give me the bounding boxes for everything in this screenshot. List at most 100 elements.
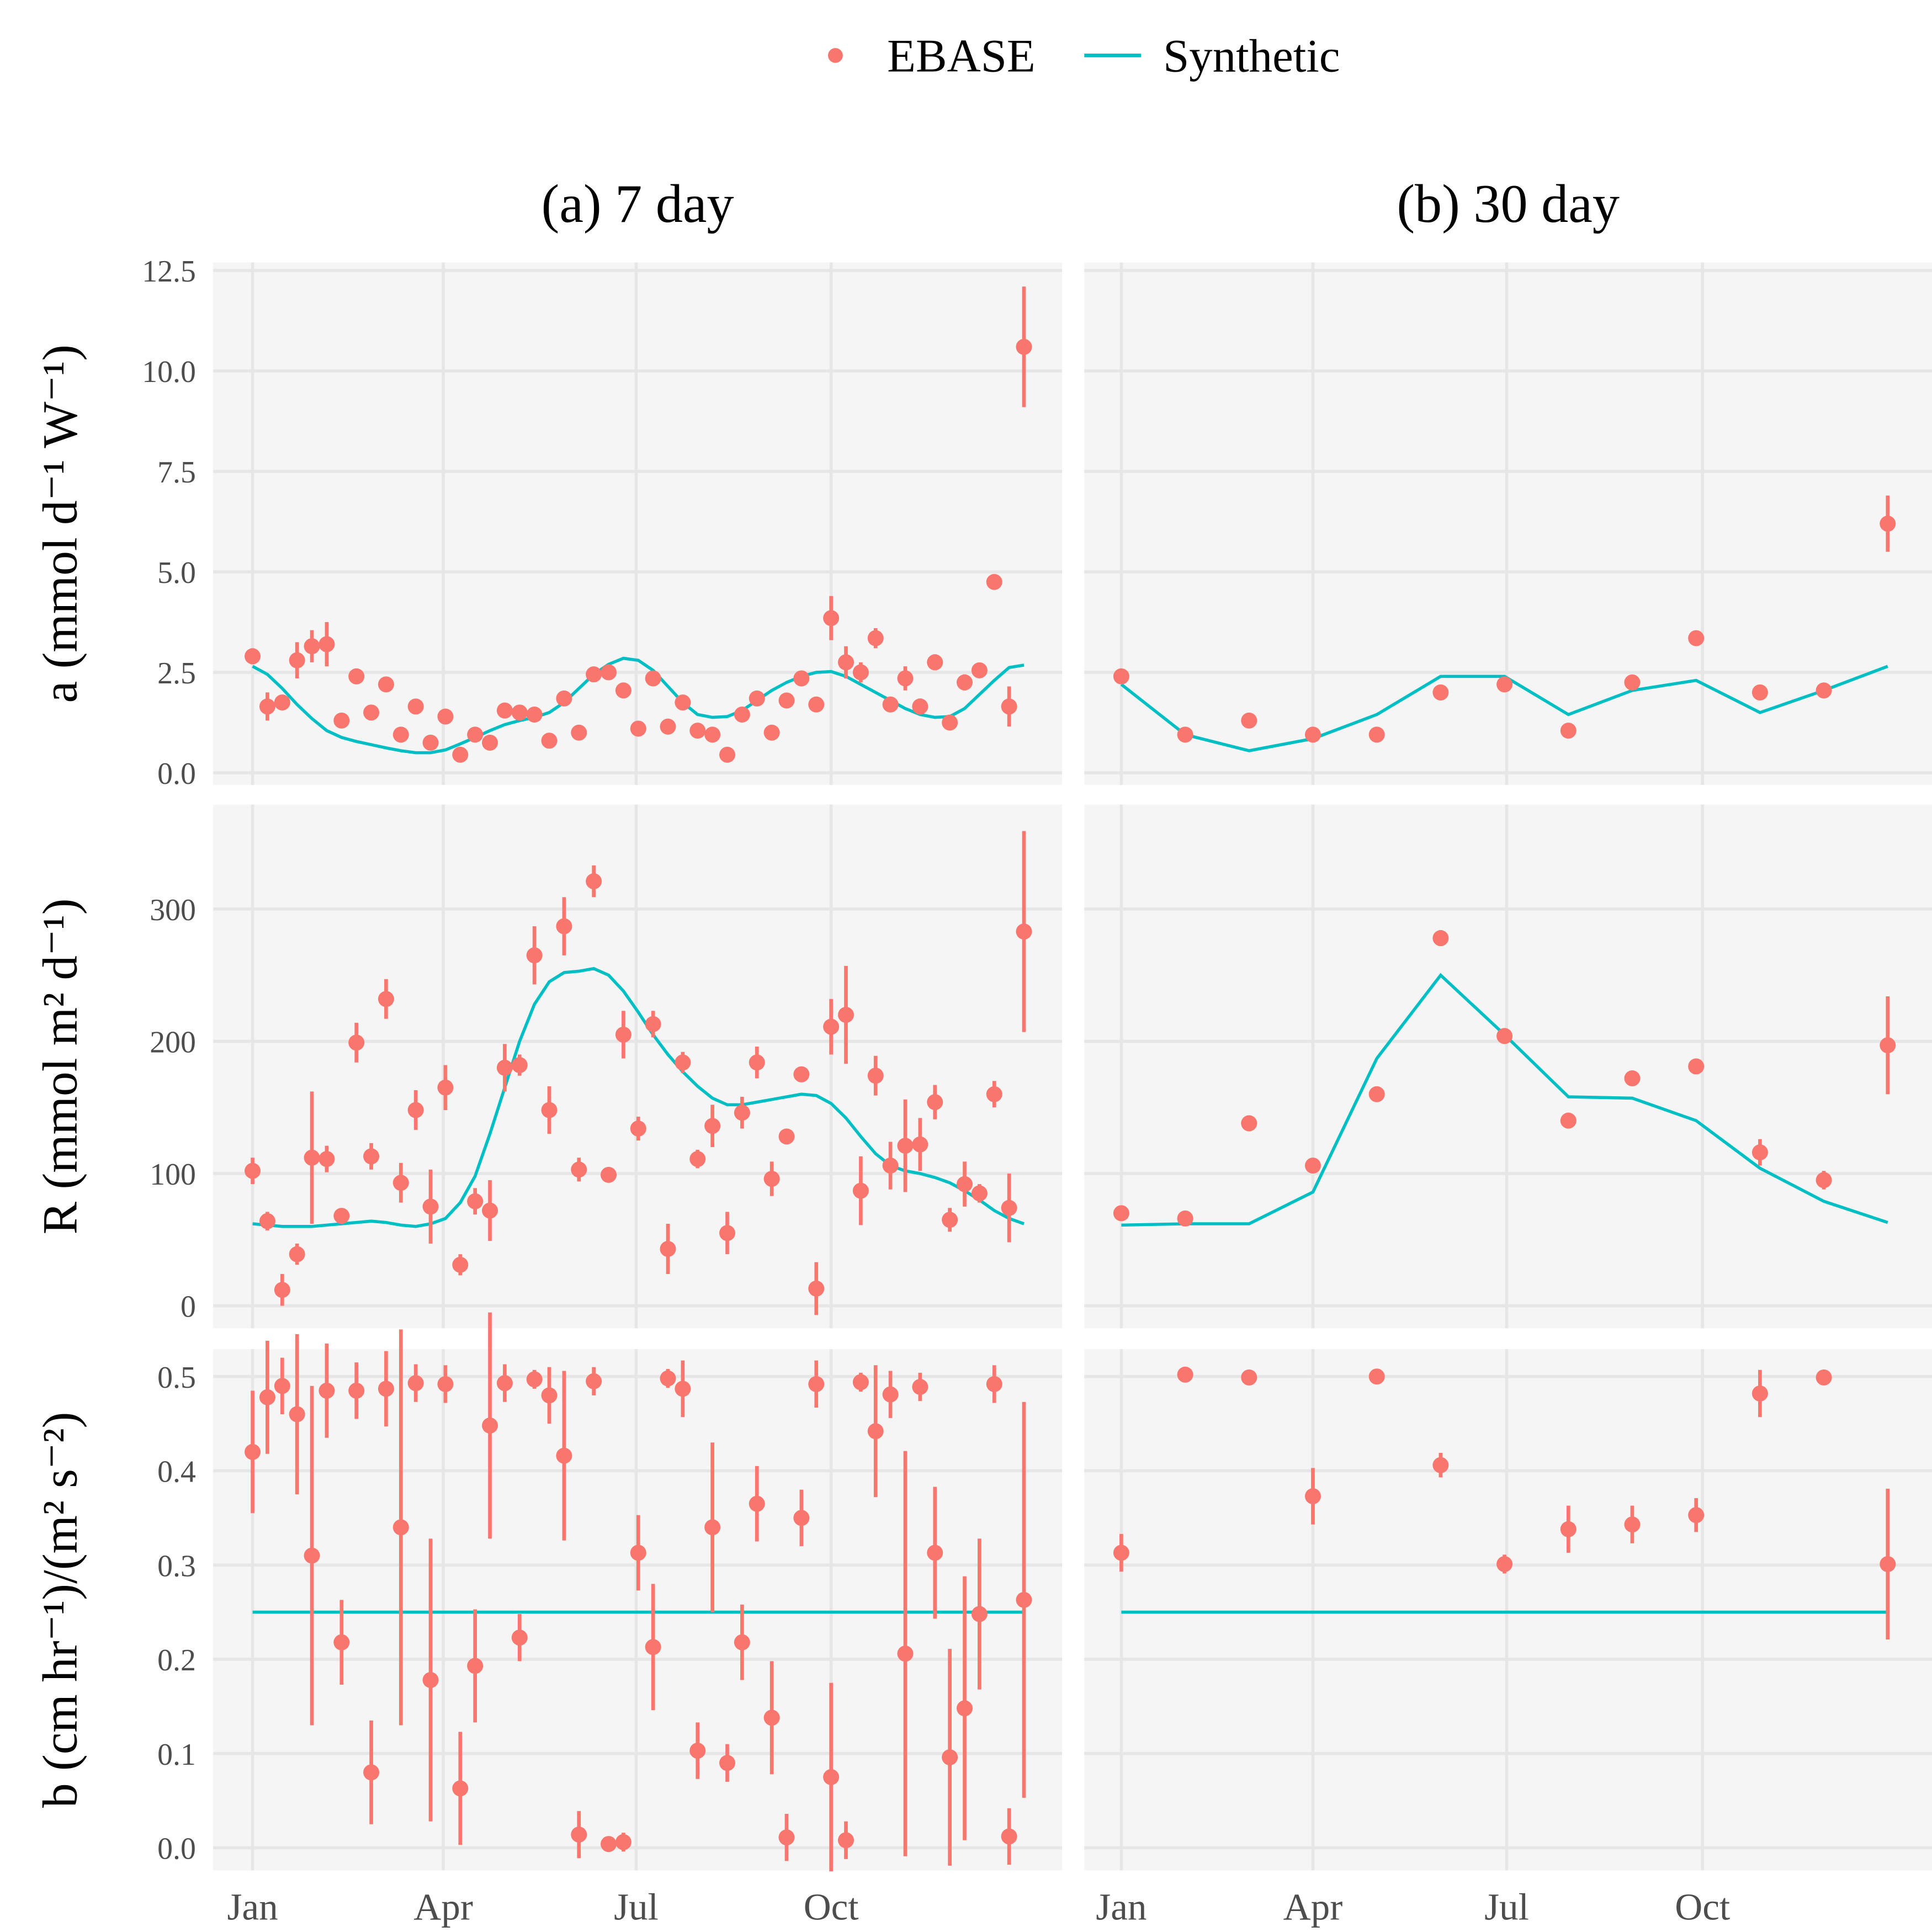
data-point (645, 1016, 661, 1032)
data-point (437, 708, 454, 725)
y-tick-label: 100 (150, 1158, 196, 1192)
data-point (556, 1447, 572, 1464)
data-point (1304, 1158, 1321, 1174)
data-point (259, 698, 275, 715)
data-point (882, 1386, 899, 1403)
data-point (526, 1371, 543, 1388)
data-point (1624, 1070, 1641, 1086)
data-point (1624, 674, 1641, 691)
data-point (719, 746, 736, 763)
data-point (867, 630, 884, 646)
data-point (912, 1136, 928, 1153)
data-point (571, 724, 587, 741)
data-point (1496, 1028, 1513, 1044)
data-point (660, 718, 676, 735)
data-point (482, 734, 498, 751)
data-point (615, 1026, 631, 1043)
data-point (1751, 1385, 1768, 1402)
data-point (245, 648, 261, 665)
x-tick-label: Oct (1675, 1886, 1730, 1928)
data-point (452, 746, 469, 763)
data-point (942, 1212, 958, 1228)
data-point (793, 1510, 810, 1526)
data-point (882, 1158, 899, 1174)
data-point (1368, 1368, 1385, 1385)
data-point (541, 1102, 558, 1118)
data-point (1560, 1521, 1577, 1537)
data-point (422, 1671, 439, 1689)
data-point (289, 1406, 305, 1423)
y-tick-label: 300 (150, 893, 196, 927)
data-point (660, 1370, 676, 1387)
data-point (304, 1149, 320, 1166)
data-point (333, 1634, 350, 1650)
y-tick-label: 0.5 (157, 1361, 196, 1395)
data-point (778, 1128, 795, 1145)
data-point (333, 712, 350, 729)
data-point (259, 1213, 275, 1229)
data-point (1432, 930, 1449, 947)
data-point (912, 1378, 928, 1395)
data-point (956, 1176, 973, 1192)
y-tick-label: 7.5 (157, 455, 196, 490)
data-point (675, 1381, 691, 1397)
data-point (852, 1374, 869, 1390)
data-point (882, 696, 899, 713)
data-point (1368, 1086, 1385, 1102)
data-point (749, 1495, 765, 1512)
data-point (1304, 1488, 1321, 1505)
data-point (749, 690, 765, 707)
data-point (838, 654, 854, 671)
y-tick-label: 200 (150, 1025, 196, 1059)
data-point (852, 1182, 869, 1199)
synthetic-line (1120, 665, 1888, 752)
data-point (1560, 1112, 1577, 1129)
data-point (333, 1208, 350, 1224)
y-tick-label: 0.2 (157, 1643, 196, 1678)
data-point (556, 690, 572, 707)
y-tick-label: 2.5 (157, 656, 196, 691)
data-point (407, 1102, 424, 1118)
data-point (971, 1606, 988, 1622)
y-axis-label: a (mmol d⁻¹ W⁻¹) (33, 344, 87, 703)
data-point (496, 1375, 513, 1392)
data-point (675, 694, 691, 711)
data-point (348, 1034, 365, 1051)
x-tick-label: Jan (1096, 1886, 1147, 1928)
data-point (630, 1544, 646, 1561)
data-point (763, 1710, 780, 1726)
y-tick-label: 0.0 (157, 757, 196, 791)
data-point (1016, 338, 1032, 355)
y-tick-label: 0.3 (157, 1549, 196, 1583)
data-point (526, 706, 543, 723)
data-point (422, 734, 439, 751)
data-point (467, 726, 484, 743)
data-point (274, 1378, 290, 1394)
data-point (571, 1827, 587, 1843)
data-point (274, 1282, 290, 1298)
data-point (496, 1059, 513, 1076)
data-point (586, 873, 602, 890)
data-point (808, 696, 825, 713)
data-point (689, 723, 706, 739)
data-point (392, 1175, 409, 1191)
data-point (778, 692, 795, 709)
data-point (1880, 1556, 1896, 1572)
data-point (363, 704, 380, 721)
data-point (378, 676, 394, 693)
data-point (319, 1382, 335, 1399)
data-point (660, 1241, 676, 1257)
data-point (482, 1417, 498, 1434)
data-point (986, 1086, 1002, 1102)
x-tick-label: Jul (614, 1886, 659, 1928)
data-point (422, 1198, 439, 1215)
data-point (793, 670, 810, 687)
data-point (942, 714, 958, 731)
data-point (319, 636, 335, 652)
data-point (986, 574, 1002, 590)
y-tick-label: 0.4 (157, 1455, 196, 1489)
data-point (1816, 682, 1832, 699)
data-point (763, 724, 780, 741)
data-point (1241, 1115, 1257, 1132)
